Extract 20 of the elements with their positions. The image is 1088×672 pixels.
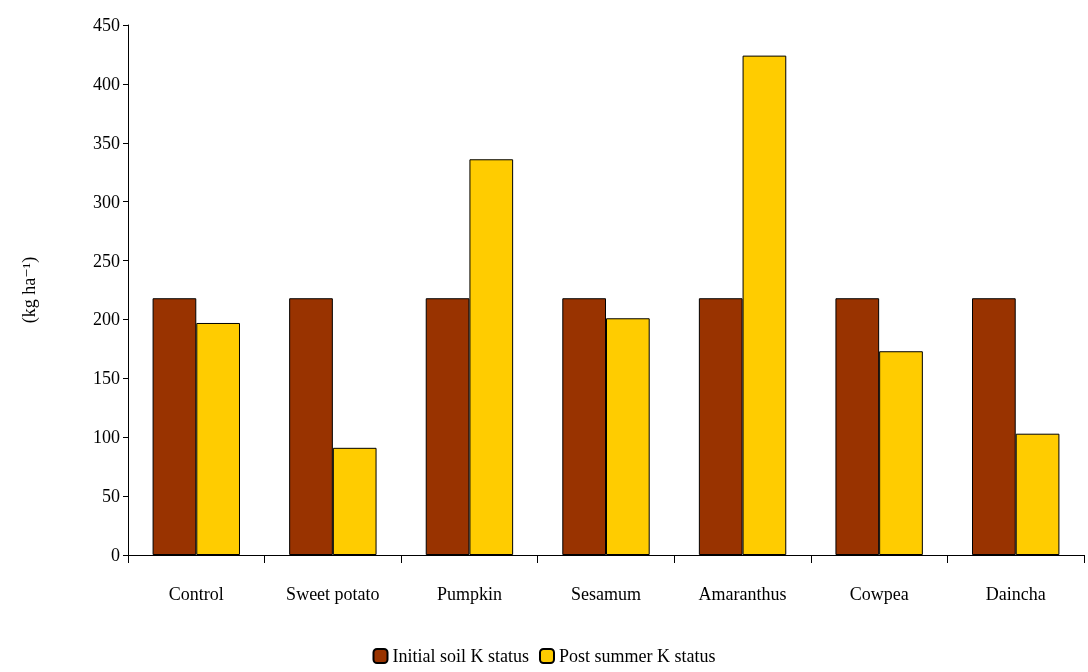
y-tick-label: 250: [93, 250, 120, 271]
y-tick-label: 450: [93, 15, 120, 35]
y-tick-label: 300: [93, 191, 120, 212]
x-tick-label: Amaranthus: [698, 584, 787, 604]
x-tick-label: Sweet potato: [286, 584, 380, 604]
x-tick-label: Cowpea: [849, 584, 909, 604]
y-tick-label: 50: [102, 486, 120, 507]
y-axis-title: (kg ha⁻¹): [19, 256, 40, 324]
y-tick-label: 150: [93, 368, 120, 389]
y-tick-label: 350: [93, 132, 120, 153]
y-tick-label: 400: [93, 73, 120, 94]
legend-label: Initial soil K status: [392, 646, 529, 666]
x-tick-label: Pumpkin: [436, 584, 502, 604]
y-tick-label: 100: [93, 427, 120, 448]
x-tick-label: Sesamum: [571, 584, 641, 604]
x-tick-label: Daincha: [985, 584, 1046, 604]
x-tick-label: Control: [168, 584, 224, 604]
y-tick-label: 200: [93, 309, 120, 330]
y-tick-label: 0: [111, 545, 120, 565]
legend-label: Post summer K status: [558, 646, 716, 666]
